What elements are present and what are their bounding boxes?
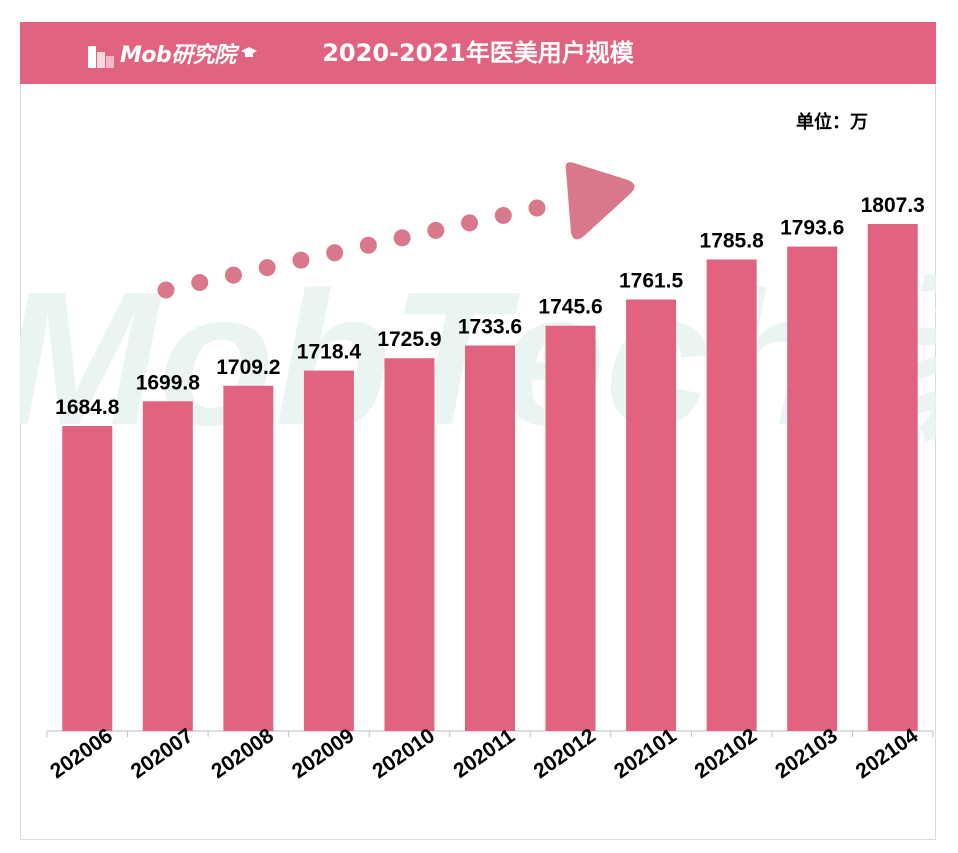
x-tick-label-202102: 202102 [691,724,762,783]
x-tick-label-202009: 202009 [288,724,359,783]
x-tick-label-202101: 202101 [610,724,681,783]
trend-dot [528,199,546,217]
data-label-202101: 1761.5 [619,270,684,293]
trend-dot [191,274,209,292]
data-label-202103: 1793.6 [780,217,844,240]
bar-202009 [303,370,354,731]
bar-202012 [545,325,596,731]
x-tick-label-202011: 202011 [449,724,519,783]
trend-dot [359,236,377,254]
data-label-202009: 1718.4 [297,341,362,364]
trend-dot [224,266,242,284]
x-tick-label-202008: 202008 [207,724,278,783]
trend-dot [494,206,512,224]
logo-text: Mob研究院 [120,43,236,68]
data-label-202007: 1699.8 [136,371,201,394]
bar-202011 [465,345,515,731]
bar-202103 [787,246,838,732]
trend-dot [157,281,175,299]
chart-title: 2020-2021年医美用户规模 [322,39,634,67]
x-tick-label-202104: 202104 [852,724,923,783]
bar-202008 [223,385,274,731]
bar-202010 [384,358,435,731]
x-tick-label-202010: 202010 [368,724,439,783]
trend-dot [292,251,310,269]
unit-label: 单位：万 [796,112,868,133]
data-label-202012: 1745.6 [538,296,602,319]
graduation-cap-icon [240,47,257,57]
data-label-202104: 1807.3 [861,194,925,217]
trend-dot [258,259,276,277]
mob-logo: Mob研究院 [86,36,258,70]
data-label-202006: 1684.8 [55,396,120,419]
data-label-202011: 1733.6 [458,316,522,339]
x-tick-label-202103: 202103 [771,724,842,783]
trend-dot [427,221,445,239]
trend-dot [461,214,479,232]
x-tick-label-202006: 202006 [46,724,117,783]
data-label-202010: 1725.9 [377,328,441,351]
bar-202102 [706,259,757,731]
bar-202104 [867,224,918,731]
data-label-202008: 1709.2 [216,356,280,379]
trend-dot [393,229,411,247]
title-bar: Mob研究院 2020-2021年医美用户规模 [20,22,936,84]
trend-dot [326,244,344,262]
data-label-202102: 1785.8 [700,229,765,252]
bar-202006 [62,426,113,731]
trend-arrowhead [565,162,635,240]
x-tick-label-202012: 202012 [530,724,601,783]
building-icon [88,46,114,68]
bar-202007 [142,401,193,731]
x-tick-label-202007: 202007 [127,724,198,783]
bar-202101 [626,299,677,731]
